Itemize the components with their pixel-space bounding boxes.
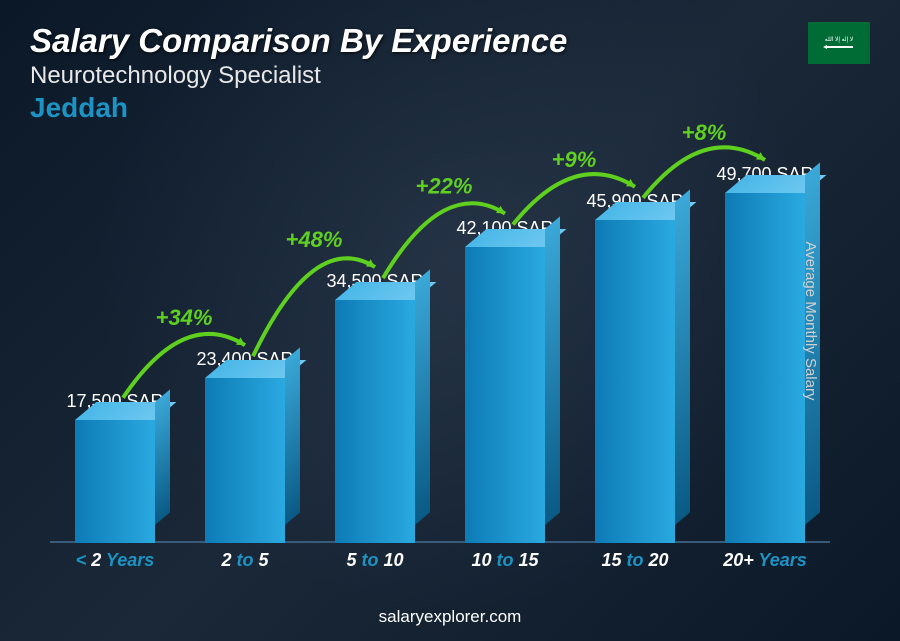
chart-location: Jeddah <box>30 92 567 124</box>
svg-text:لا إله إلا الله: لا إله إلا الله <box>825 36 853 43</box>
chart-title: Salary Comparison By Experience <box>30 22 567 60</box>
y-axis-label: Average Monthly Salary <box>802 241 819 400</box>
increase-arc-svg: +8% <box>50 150 830 573</box>
chart-area: 17,500 SAR< 2 Years23,400 SAR2 to 534,50… <box>50 150 830 573</box>
flag-emblem-icon: لا إله إلا الله <box>817 33 861 53</box>
increase-arc: +8% <box>50 150 830 573</box>
increase-percentage: +8% <box>682 120 727 145</box>
country-flag-saudi-arabia: لا إله إلا الله <box>808 22 870 64</box>
chart-header: Salary Comparison By Experience Neurotec… <box>30 22 567 124</box>
footer-attribution: salaryexplorer.com <box>0 607 900 627</box>
chart-subtitle: Neurotechnology Specialist <box>30 62 567 90</box>
